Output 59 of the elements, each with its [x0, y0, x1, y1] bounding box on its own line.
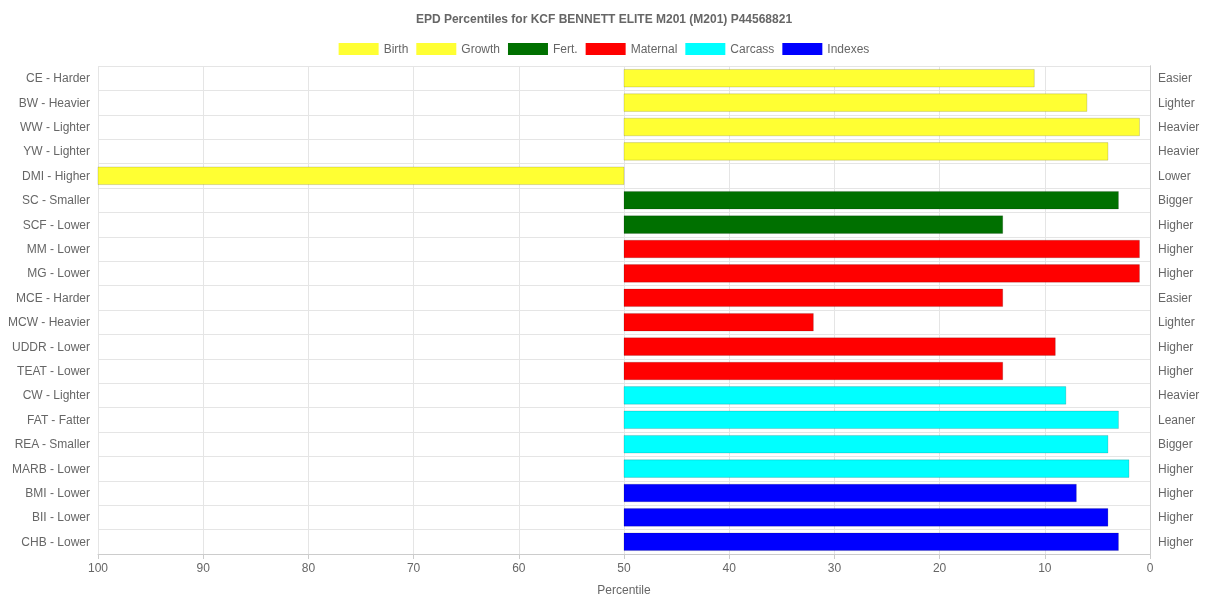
y2-tick-label: Higher [1158, 510, 1194, 525]
y2-tick-label: Easier [1158, 71, 1193, 86]
x-tick-label: 90 [196, 561, 211, 575]
x-tick-label: 20 [932, 561, 947, 575]
y2-tick-label: Bigger [1158, 437, 1193, 452]
y-tick-label: MCW - Heavier [7, 315, 90, 330]
y2-tick-label: Heavier [1158, 388, 1200, 403]
y2-tick-label: Heavier [1158, 144, 1200, 159]
y-tick-label: CE - Harder [25, 71, 90, 86]
y-tick-label: MCE - Harder [15, 290, 90, 305]
y-tick-label: DMI - Higher [21, 168, 90, 183]
y-tick-label: REA - Smaller [14, 437, 90, 452]
y2-tick-label: Lower [1158, 168, 1191, 183]
y-tick-label: BW - Heavier [18, 95, 90, 110]
y2-tick-label: Higher [1158, 534, 1194, 549]
y-tick-label: BMI - Lower [25, 486, 90, 500]
legend-label: Fert. [552, 42, 578, 56]
x-tick-label: 0 [1146, 561, 1154, 575]
x-tick-label: 40 [722, 561, 737, 575]
y2-tick-label: Heavier [1158, 120, 1200, 134]
y2-tick-label: Higher [1158, 242, 1194, 256]
y-tick-label: SC - Smaller [21, 193, 90, 208]
x-tick-label: 30 [827, 561, 842, 575]
y-tick-label: MG - Lower [27, 266, 90, 281]
y-tick-label: CHB - Lower [21, 534, 90, 549]
x-tick-label: 50 [617, 561, 631, 575]
legend-label: Growth [461, 42, 500, 56]
y-tick-label: MM - Lower [26, 242, 90, 256]
y2-tick-label: Higher [1158, 266, 1194, 281]
y-tick-label: SCF - Lower [22, 217, 90, 232]
x-tick-label: 60 [512, 561, 526, 575]
legend-label: Maternal [630, 42, 678, 56]
y-tick-label: WW - Lighter [19, 120, 90, 134]
y2-tick-label: Higher [1158, 486, 1194, 500]
x-tick-label: 100 [87, 561, 109, 575]
y2-tick-label: Leaner [1158, 412, 1196, 427]
x-tick-label: 80 [301, 561, 316, 575]
y2-tick-label: Easier [1158, 290, 1193, 305]
y2-tick-label: Higher [1158, 217, 1194, 232]
x-axis-title: Percentile [597, 583, 651, 597]
y2-tick-label: Bigger [1158, 193, 1193, 208]
x-tick-label: 10 [1038, 561, 1052, 575]
y2-tick-label: Lighter [1158, 95, 1195, 110]
y2-tick-label: Higher [1158, 364, 1194, 378]
y2-tick-label: Higher [1158, 461, 1194, 476]
y-tick-label: CW - Lighter [22, 388, 90, 403]
y-tick-label: TEAT - Lower [17, 364, 90, 378]
y-tick-label: MARB - Lower [11, 461, 90, 476]
legend-label: Indexes [827, 42, 870, 56]
y2-tick-label: Higher [1158, 339, 1194, 354]
chart-title: EPD Percentiles for KCF BENNETT ELITE M201 (M201) P44568821 [415, 12, 793, 26]
legend-label: Birth [383, 42, 409, 56]
legend-label: Carcass [730, 42, 775, 56]
y-tick-label: BII - Lower [31, 510, 90, 525]
y-tick-label: UDDR - Lower [11, 339, 90, 354]
y-tick-label: FAT - Fatter [27, 412, 90, 427]
y2-tick-label: Lighter [1158, 315, 1195, 330]
y-tick-label: YW - Lighter [23, 144, 90, 159]
x-tick-label: 70 [406, 561, 421, 575]
